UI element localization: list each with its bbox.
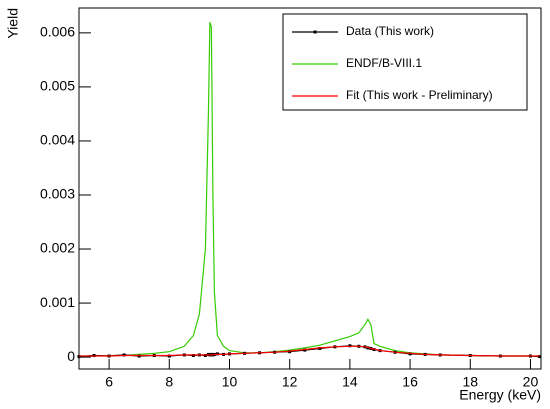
legend-label: Data (This work) bbox=[346, 24, 434, 38]
legend-box bbox=[282, 13, 528, 111]
x-tick-label: 8 bbox=[165, 374, 173, 390]
plot-frame bbox=[78, 7, 542, 370]
y-tick-label: 0.003 bbox=[40, 186, 75, 202]
y-tick-label: 0.004 bbox=[40, 132, 75, 148]
x-tick-label: 18 bbox=[462, 374, 478, 390]
x-tick-label: 14 bbox=[342, 374, 358, 390]
x-tick-label: 20 bbox=[523, 374, 539, 390]
legend-label: Fit (This work - Preliminary) bbox=[346, 88, 493, 102]
plot-area bbox=[77, 21, 541, 359]
x-tick-label: 10 bbox=[222, 374, 238, 390]
y-tick-label: 0.002 bbox=[40, 240, 75, 256]
x-tick-label: 16 bbox=[402, 374, 418, 390]
legend-marker bbox=[313, 30, 317, 34]
x-tick-label: 12 bbox=[282, 374, 298, 390]
y-tick-label: 0.005 bbox=[40, 78, 75, 94]
y-tick-label: 0.006 bbox=[40, 24, 75, 40]
y-tick-label: 0.001 bbox=[40, 294, 75, 310]
series-line bbox=[79, 345, 540, 357]
y-tick-label: 0 bbox=[67, 348, 75, 364]
x-tick-label: 6 bbox=[105, 374, 113, 390]
legend-label: ENDF/B-VIII.1 bbox=[346, 56, 422, 70]
y-axis-label: Yield bbox=[5, 8, 21, 39]
legend: Data (This work) ENDF/B-VIII.1 Fit (This w… bbox=[282, 13, 528, 111]
x-axis-label: Energy (keV) bbox=[459, 387, 541, 403]
